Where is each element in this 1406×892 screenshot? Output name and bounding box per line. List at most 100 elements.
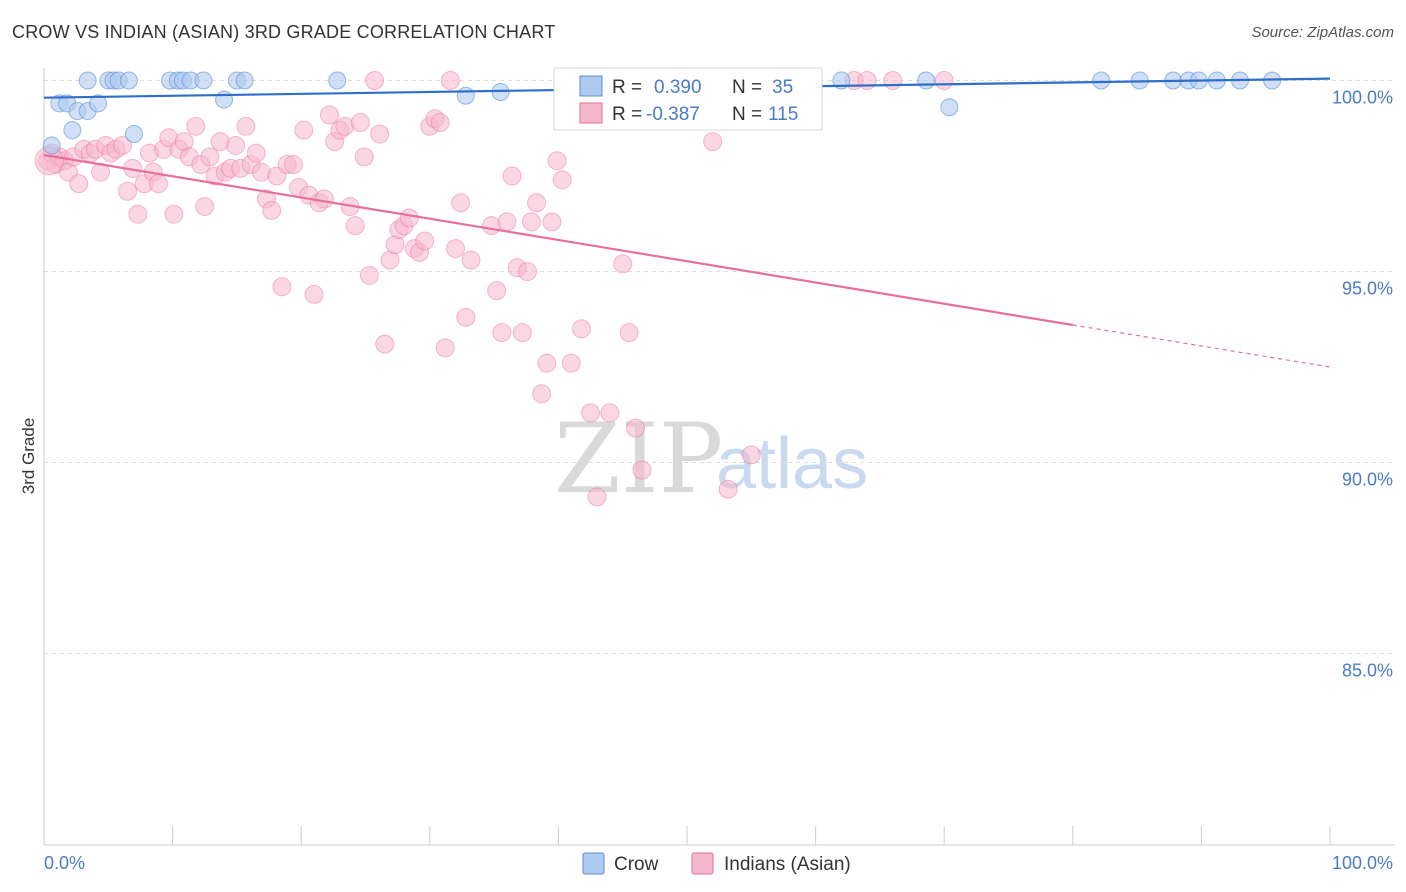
indian-asian-point: [502, 166, 522, 186]
indian-asian-trendline: [43, 153, 1073, 327]
indian-asian-point: [487, 281, 507, 301]
indian-asian-point: [600, 403, 620, 423]
indian-asian-point: [857, 71, 877, 90]
indian-asian-point: [375, 334, 395, 354]
indian-asian-point: [359, 265, 379, 285]
indian-asian-point: [934, 71, 954, 90]
crow-point: [78, 71, 97, 90]
indian-asian-point: [164, 204, 184, 224]
indian-asian-point: [283, 155, 303, 175]
indian-asian-point: [430, 113, 450, 133]
legend-swatch-crow: [579, 75, 603, 97]
bottom-legend: Crow Indians (Asian): [582, 852, 851, 875]
watermark-atlas: atlas: [716, 424, 868, 504]
indian-asian-point: [512, 323, 532, 343]
indian-asian-point: [587, 487, 607, 507]
indian-asian-point: [314, 189, 334, 209]
legend-r-value-crow: 0.390: [654, 77, 702, 98]
x-tick-label-right: 100.0%: [1332, 853, 1393, 873]
legend-r-value-indian: -0.387: [646, 104, 700, 125]
indian-asian-point: [415, 231, 435, 251]
crow-point: [328, 71, 347, 90]
crow-point: [940, 98, 959, 117]
indian-asian-point: [69, 174, 89, 194]
indian-asian-point: [354, 147, 374, 167]
legend-n-value-indian: 115: [768, 104, 798, 125]
legend-r-label-indian: R =: [612, 104, 642, 125]
legend-box: R = 0.390 N = 35 R = -0.387 N = 115: [553, 67, 823, 131]
indian-asian-point: [461, 250, 481, 270]
legend-n-value-crow: 35: [772, 77, 793, 98]
indian-asian-point: [626, 418, 646, 438]
bottom-legend-label-crow: Crow: [614, 854, 659, 875]
indian-asian-point: [532, 384, 552, 404]
indian-asian-point: [451, 193, 471, 213]
indian-asian-point: [195, 197, 215, 217]
y-tick-label: 90.0%: [1342, 470, 1393, 490]
crow-point: [63, 121, 82, 140]
y-tick-label: 100.0%: [1332, 88, 1393, 108]
indian-asian-point: [365, 71, 385, 90]
chart-title: CROW VS INDIAN (ASIAN) 3RD GRADE CORRELA…: [12, 22, 556, 42]
indian-asian-point: [128, 204, 148, 224]
y-tick-label: 85.0%: [1342, 661, 1393, 681]
crow-point: [235, 71, 254, 90]
indian-asian-point: [440, 71, 460, 90]
bottom-legend-swatch-crow: [582, 852, 605, 875]
crow-point: [42, 136, 61, 155]
crow-point: [215, 90, 234, 109]
indian-asian-point: [370, 124, 390, 144]
y-tick-label: 95.0%: [1342, 279, 1393, 299]
indian-asian-point: [521, 212, 541, 232]
indian-asian-point: [703, 132, 723, 152]
indian-asian-point: [572, 319, 592, 339]
bottom-legend-label-indian: Indians (Asian): [724, 854, 851, 875]
crow-points: [42, 71, 1282, 155]
crow-point: [119, 71, 138, 90]
crow-point: [89, 94, 108, 113]
indian-asian-point: [542, 212, 562, 232]
x-ticks: [43, 826, 1331, 845]
indian-asian-point: [497, 212, 517, 232]
indian-asian-point: [632, 460, 652, 480]
indian-asian-point: [399, 208, 419, 228]
indian-asian-point: [537, 353, 557, 373]
indian-asian-point: [446, 239, 466, 259]
y-tick-labels: 100.0% 95.0% 90.0% 85.0%: [1332, 88, 1393, 681]
indian-asian-point: [350, 113, 370, 133]
indian-asian-point: [186, 116, 206, 136]
indian-asian-point: [226, 135, 246, 155]
legend-swatch-indian: [579, 102, 603, 124]
indian-asian-point: [304, 284, 324, 304]
indian-asian-point: [236, 116, 256, 136]
crow-point: [917, 71, 936, 90]
indian-asian-point: [200, 147, 220, 167]
indian-asian-point: [294, 120, 314, 140]
indian-asian-point: [345, 216, 365, 236]
indian-asian-point: [561, 353, 581, 373]
indian-asian-point: [148, 174, 168, 194]
indian-asian-point: [718, 479, 738, 499]
indian-asian-point: [741, 445, 761, 465]
indian-asian-point: [492, 323, 512, 343]
indian-asian-point: [518, 262, 538, 281]
indian-asian-point: [613, 254, 633, 274]
indian-asian-point: [547, 151, 567, 171]
indian-asian-point: [319, 105, 339, 125]
bottom-legend-swatch-indian: [691, 852, 714, 875]
chart-source: Source: ZipAtlas.com: [1251, 24, 1394, 41]
indian-asian-point: [246, 143, 266, 163]
crow-point: [125, 124, 144, 143]
indian-asian-point: [272, 277, 292, 297]
crow-point: [456, 86, 475, 105]
crow-point: [1092, 71, 1111, 90]
indian-asian-point: [456, 307, 476, 327]
legend-n-label-indian: N =: [732, 104, 762, 125]
indian-asian-point: [435, 338, 455, 358]
indian-asian-point: [118, 181, 138, 201]
indian-asian-point: [581, 403, 601, 423]
indian-asian-point: [883, 71, 903, 90]
indian-asian-point: [619, 323, 639, 343]
legend-n-label-crow: N =: [732, 77, 762, 98]
